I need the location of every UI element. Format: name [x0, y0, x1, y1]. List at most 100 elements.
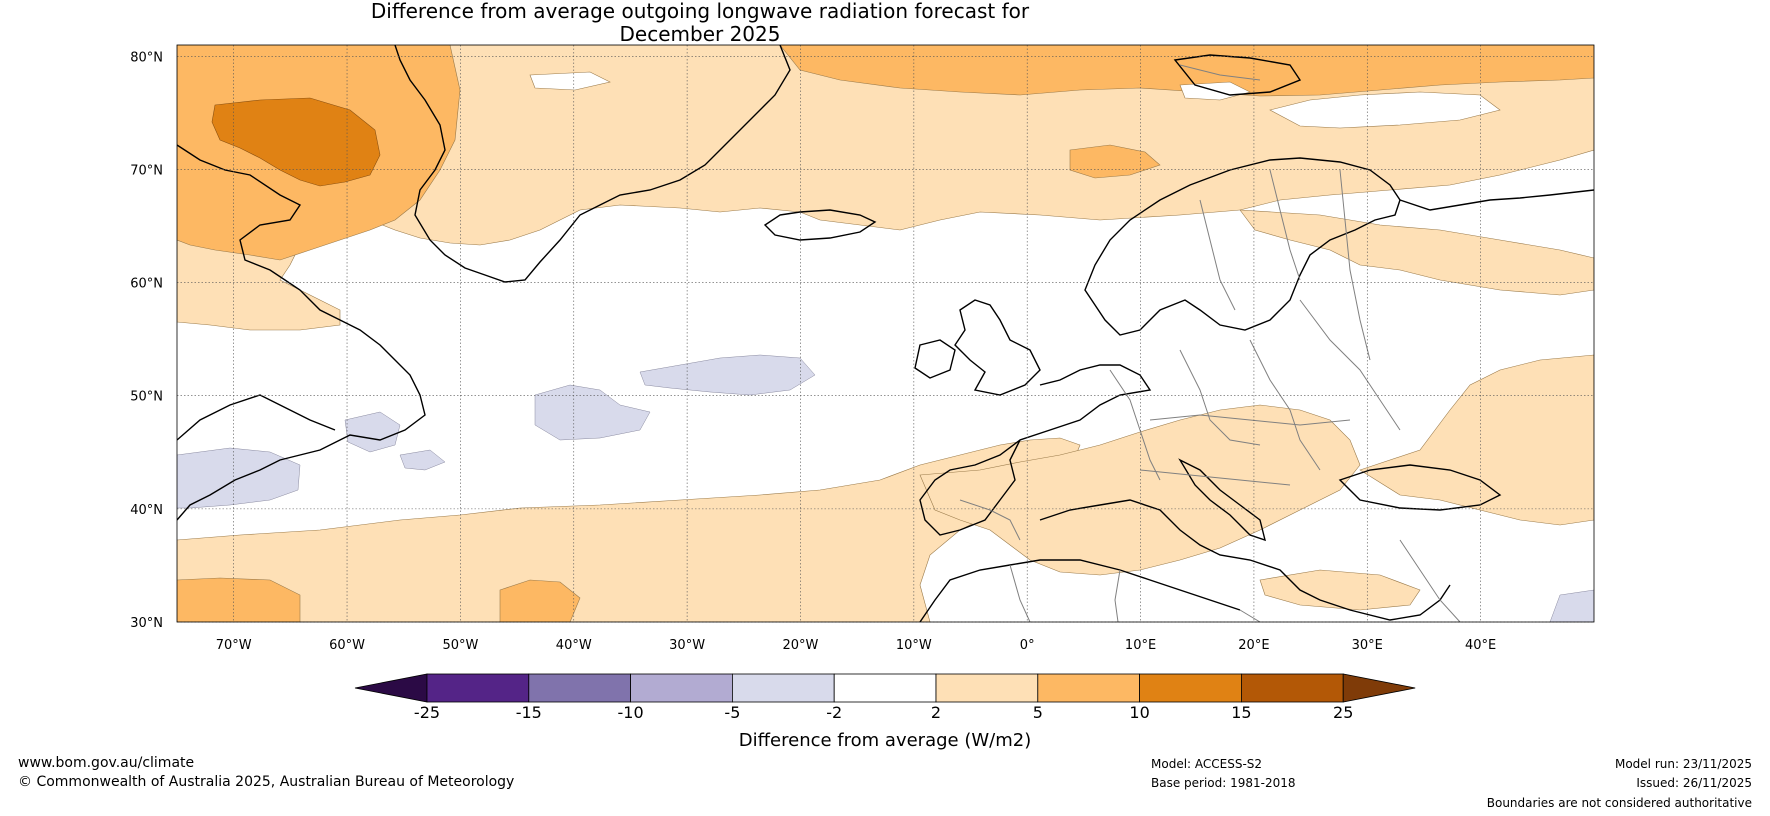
greenland-coastline: [394, 45, 791, 283]
colorbar-tick-label: 2: [931, 703, 941, 722]
colorbar-tick-label: 15: [1231, 703, 1251, 722]
border-11: [1009, 564, 1031, 622]
lon-tick-label: 40°E: [1465, 638, 1496, 653]
map-panel: [177, 45, 1594, 622]
country-borders: [959, 64, 1461, 622]
colorbar-tick-label: 5: [1033, 703, 1043, 722]
colorbar-extend-min: [354, 673, 428, 703]
footer-url[interactable]: www.bom.gov.au/climate: [18, 755, 195, 771]
colorbar-segment: [1037, 673, 1141, 703]
footer-copyright: © Commonwealth of Australia 2025, Austra…: [18, 774, 515, 790]
colorbar-segment: [935, 673, 1039, 703]
border-4: [1299, 299, 1401, 431]
anomaly-region-south-atlantic-light-orange: [177, 437, 1081, 622]
coastlines: [177, 45, 1594, 622]
anomaly-patch-north-africa-light-orange: [1259, 569, 1421, 611]
border-15: [1179, 64, 1261, 81]
anomaly-patch-mid-atlantic-lavender-3: [399, 449, 446, 471]
border-14: [1399, 539, 1461, 622]
footer-model-run: Model run: 23/11/2025: [1614, 757, 1752, 771]
colorbar-extend-max: [1342, 673, 1416, 703]
border-2: [1179, 349, 1261, 446]
western-europe-coastline: [919, 364, 1152, 536]
colorbar-segment: [528, 673, 631, 703]
lat-tick-label: 70°N: [130, 163, 163, 178]
anomaly-patch-south-atlantic-orange: [499, 579, 581, 622]
lat-tick-label: 60°N: [130, 277, 163, 292]
anomaly-patch-southeast-lavender: [1549, 589, 1594, 622]
anomaly-region-scandinavia-light-orange: [1239, 209, 1594, 296]
lon-tick-label: 20°W: [783, 638, 819, 653]
title-line-1: Difference from average outgoing longwav…: [370, 0, 1030, 23]
north-america-coastline: [177, 144, 426, 521]
footer-issued: Issued: 26/11/2025: [1636, 776, 1752, 790]
chart-title: Difference from average outgoing longwav…: [0, 0, 1400, 46]
lon-tick-label: 10°E: [1125, 638, 1156, 653]
lat-tick-label: 40°N: [130, 503, 163, 518]
anomaly-patch-mid-atlantic-lavender-1: [534, 384, 651, 441]
lat-tick-label: 30°N: [130, 616, 163, 631]
anomaly-patch-mid-atlantic-lavender-2: [639, 354, 816, 396]
anomaly-patch-southwest-orange: [177, 577, 301, 622]
colorbar: -25 -15 -10 -5 -2 2 5 10 15 25: [354, 673, 1416, 722]
colorbar-segment: [426, 673, 530, 703]
lon-tick-label: 50°W: [442, 638, 478, 653]
iceland-coastline: [763, 209, 877, 241]
neutral-patch-arctic-1: [1269, 91, 1501, 129]
italy-coastline: [1178, 458, 1266, 542]
colorbar-tick-label: -5: [724, 703, 740, 722]
lon-tick-label: 0°: [1020, 638, 1035, 653]
colorbar-tick-label: 25: [1333, 703, 1353, 722]
colorbar-segment: [833, 673, 937, 703]
border-10: [959, 499, 1021, 541]
footer-disclaimer: Boundaries are not considered authoritat…: [1486, 796, 1752, 810]
lat-tick-label: 80°N: [130, 50, 163, 65]
colorbar-tick-label: -10: [618, 703, 644, 722]
border-5: [1149, 414, 1351, 426]
neutral-patch-arctic-3: [529, 71, 611, 91]
lon-tick-label: 40°W: [556, 638, 592, 653]
lon-tick-label: 10°W: [896, 638, 932, 653]
border-8: [1269, 169, 1301, 281]
anomaly-region-north-light-orange: [177, 45, 1594, 331]
longitude-axis: 70°W 60°W 50°W 40°W 30°W 20°W 10°W 0° 10°E 20°E 30…: [216, 638, 1497, 653]
title-line-2: December 2025: [619, 22, 781, 46]
colorbar-tick-label: -25: [414, 703, 440, 722]
border-9: [1339, 169, 1371, 361]
border-6: [1139, 469, 1291, 486]
border-7: [1199, 199, 1236, 311]
latitude-axis: 80°N 70°N 60°N 50°N 40°N 30°N: [130, 50, 163, 631]
russia-arctic-coastline: [1399, 189, 1594, 211]
colorbar-tick-label: -2: [826, 703, 842, 722]
lon-tick-label: 30°W: [669, 638, 705, 653]
border-12: [1114, 569, 1121, 622]
lat-tick-label: 50°N: [130, 390, 163, 405]
border-3: [1249, 339, 1321, 471]
colorbar-label: Difference from average (W/m2): [739, 730, 1031, 751]
lon-tick-label: 60°W: [329, 638, 365, 653]
labrador-coastline: [177, 394, 336, 441]
svalbard-coastline: [1173, 54, 1302, 96]
border-1: [1109, 369, 1161, 481]
lon-tick-label: 70°W: [216, 638, 252, 653]
colorbar-segment: [732, 673, 835, 703]
colorbar-segment: [1139, 673, 1242, 703]
map-frame: [176, 44, 1595, 623]
british-isles-coastline: [954, 299, 1041, 396]
border-13: [1239, 609, 1261, 622]
black-sea-coastline: [1338, 464, 1502, 511]
anomaly-region-europe-light-orange: [919, 404, 1361, 576]
mediterranean-coastline: [1039, 499, 1451, 621]
colorbar-tick-label: -15: [516, 703, 542, 722]
colorbar-tick-label: 10: [1129, 703, 1149, 722]
colorbar-segment: [1241, 673, 1344, 703]
footer-base-period: Base period: 1981-2018: [1151, 776, 1296, 790]
ireland-coastline: [914, 339, 956, 379]
anomaly-patch-newfoundland-lavender: [344, 411, 401, 453]
anomaly-region-greenland-dark-orange: [211, 97, 381, 187]
colorbar-segment: [630, 673, 733, 703]
north-africa-coastline: [919, 559, 1241, 622]
lon-tick-label: 20°E: [1238, 638, 1269, 653]
footer-model: Model: ACCESS-S2: [1151, 757, 1263, 771]
